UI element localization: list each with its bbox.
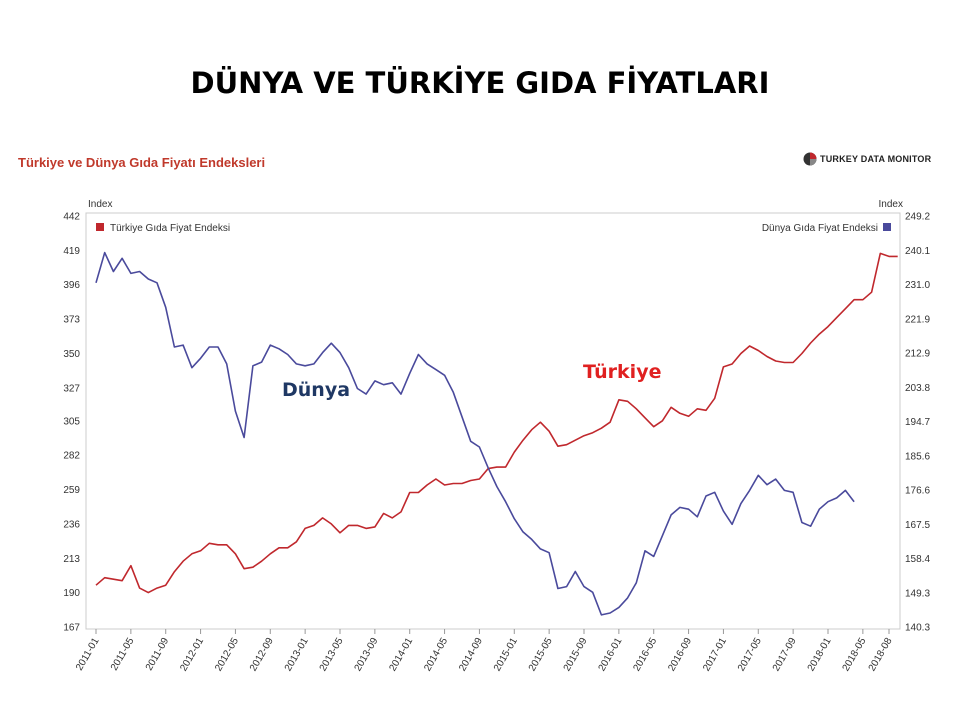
legend-right: Dünya Gıda Fiyat Endeksi xyxy=(762,223,891,234)
right-tick-label: 185.6 xyxy=(905,452,930,463)
x-tick-label: 2015-09 xyxy=(562,636,590,674)
x-tick-label: 2011-05 xyxy=(109,636,137,673)
series-line-turkiye xyxy=(95,252,898,594)
right-axis-title: Index xyxy=(879,199,903,210)
x-tick-label: 2013-09 xyxy=(353,636,381,674)
right-tick-label: 231.0 xyxy=(905,280,930,291)
left-tick-label: 396 xyxy=(63,280,80,291)
x-tick-label: 2013-05 xyxy=(318,636,346,674)
legend-label-dunya: Dünya Gıda Fiyat Endeksi xyxy=(762,223,878,234)
x-tick-label: 2018-01 xyxy=(806,636,834,674)
series-layer xyxy=(95,251,898,616)
annotation-dunya: Dünya xyxy=(282,379,350,401)
x-tick-label: 2012-05 xyxy=(213,636,241,674)
right-tick-label: 194.7 xyxy=(905,417,930,428)
x-tick-label: 2016-05 xyxy=(631,636,659,674)
left-axis-title: Index xyxy=(88,199,112,210)
x-tick-label: 2016-01 xyxy=(597,636,625,674)
left-tick-label: 373 xyxy=(63,315,80,326)
right-tick-label: 203.8 xyxy=(905,383,930,394)
right-tick-label: 140.3 xyxy=(905,623,930,634)
plot-area xyxy=(85,212,901,630)
slide-title: DÜNYA VE TÜRKİYE GIDA FİYATLARI xyxy=(190,66,770,100)
left-tick-label: 236 xyxy=(63,519,80,530)
left-tick-label: 259 xyxy=(63,485,80,496)
right-tick-label: 158.4 xyxy=(905,554,930,565)
right-tick-label: 221.9 xyxy=(905,315,930,326)
x-tick-label: 2017-01 xyxy=(701,636,729,674)
right-tick-label: 240.1 xyxy=(905,246,930,257)
annotation-turkiye: Türkiye xyxy=(583,361,661,383)
left-tick-label: 213 xyxy=(63,554,80,565)
series-line-dunya xyxy=(95,251,855,616)
x-tick-label: 2015-05 xyxy=(527,636,555,674)
x-tick-label: 2011-09 xyxy=(144,636,172,673)
left-tick-label: 350 xyxy=(63,349,80,360)
left-tick-label: 282 xyxy=(63,451,80,462)
left-axis: 167 190 213 236 259 282 305 327 350 373 396 419 442 xyxy=(63,212,80,634)
left-tick-label: 305 xyxy=(63,416,80,427)
left-tick-label: 167 xyxy=(63,623,80,634)
right-tick-label: 167.5 xyxy=(905,520,930,531)
x-axis: 2011-01 2011-05 2011-09 2012-01 2012-05 2012-… xyxy=(74,629,895,673)
right-axis: 149.3 158.4 167.5 176.6 185.6 194.7 203.8 212.9… xyxy=(905,212,930,634)
x-tick-label: 2013-01 xyxy=(283,636,311,674)
logo: TURKEY DATA MONITOR xyxy=(803,152,931,166)
x-tick-label: 2014-01 xyxy=(387,636,415,674)
left-tick-label: 442 xyxy=(63,212,80,223)
legend-left: Türkiye Gıda Fiyat Endeksi xyxy=(96,223,230,234)
x-tick-label: 2016-09 xyxy=(666,636,694,674)
left-tick-label: 190 xyxy=(63,588,80,599)
x-tick-label: 2017-05 xyxy=(736,636,764,674)
x-tick-label: 2018-05 xyxy=(841,636,869,674)
right-tick-label: 249.2 xyxy=(905,212,930,223)
turkey-data-monitor-logo-icon xyxy=(803,152,817,166)
legend-swatch-turkiye xyxy=(96,223,104,231)
x-tick-label: 2012-01 xyxy=(178,636,206,674)
right-tick-label: 176.6 xyxy=(905,486,930,497)
x-tick-label: 2014-09 xyxy=(457,636,485,674)
right-tick-label: 212.9 xyxy=(905,349,930,360)
x-tick-label: 2011-01 xyxy=(74,636,102,673)
chart-title: Türkiye ve Dünya Gıda Fiyatı Endeksleri xyxy=(18,155,266,170)
x-tick-label: 2015-01 xyxy=(492,636,520,674)
logo-text: TURKEY DATA MONITOR xyxy=(820,154,932,164)
x-tick-label: 2012-09 xyxy=(248,636,276,674)
x-tick-label: 2017-09 xyxy=(771,636,799,674)
legend-swatch-dunya xyxy=(883,223,891,231)
right-tick-label: 149.3 xyxy=(905,589,930,600)
x-tick-label: 2014-05 xyxy=(422,636,450,674)
x-tick-label: 2018-08 xyxy=(867,636,895,674)
left-tick-label: 419 xyxy=(63,246,80,257)
legend-label-turkiye: Türkiye Gıda Fiyat Endeksi xyxy=(110,223,230,234)
left-tick-label: 327 xyxy=(63,383,80,394)
